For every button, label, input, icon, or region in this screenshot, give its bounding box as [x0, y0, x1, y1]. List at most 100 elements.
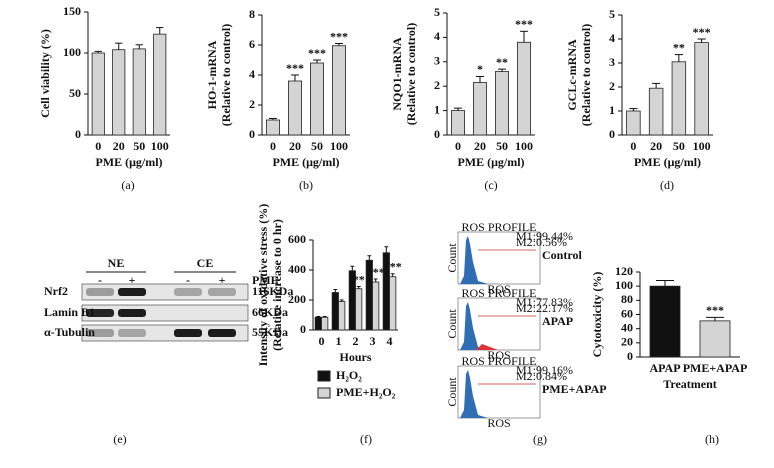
x-tick-label: 20	[289, 139, 301, 153]
flow-m2: M2:0.84%	[516, 369, 567, 383]
x-tick-label: 3	[370, 334, 376, 348]
y-axis-label: HO-1-mRNA	[205, 40, 219, 109]
legend-label: H₂O₂	[336, 368, 362, 382]
x-tick-label: 20	[650, 139, 662, 153]
significance: **	[353, 272, 365, 286]
blot-band	[208, 329, 236, 337]
y-axis-label: (Relative to control)	[404, 23, 418, 125]
blot-size: 116KDa	[252, 284, 293, 298]
x-tick-label: 100	[330, 139, 348, 153]
significance: *	[477, 62, 483, 76]
y-tick-label: 0	[249, 127, 255, 141]
bar	[671, 61, 687, 136]
significance: **	[496, 55, 508, 69]
y-tick-label: 80	[621, 292, 633, 306]
y-axis-label: NQO1-mRNA	[390, 37, 404, 111]
y-tick-label: 0	[75, 127, 81, 141]
flow-title: ROS PROFILE	[461, 286, 536, 300]
flow-label: APAP	[542, 314, 573, 328]
legend-swatch	[317, 370, 331, 382]
x-tick-label: 100	[693, 139, 711, 153]
blot-band	[118, 329, 146, 337]
lane-label: +	[129, 273, 136, 287]
x-tick-label: 1	[336, 334, 342, 348]
y-tick-label: 40	[621, 320, 633, 334]
bar	[331, 292, 339, 331]
significance: ***	[515, 17, 533, 31]
x-tick-label: 50	[673, 139, 685, 153]
x-tick-label: 100	[151, 139, 169, 153]
x-tick-label: 0	[630, 139, 636, 153]
bar	[472, 82, 487, 136]
significance: ***	[706, 303, 724, 317]
bar	[321, 316, 329, 331]
blot-row-label: Nrf2	[44, 284, 68, 298]
y-tick-label: 400	[288, 262, 306, 276]
flow-m1: M1:77.83%	[516, 295, 573, 309]
y-tick-label: 3	[434, 54, 440, 68]
y-axis-label: Cell viability (%)	[38, 29, 52, 118]
y-axis-label: GCLc-mRNA	[565, 39, 579, 111]
y-tick-label: 0	[627, 349, 633, 363]
legend-swatch	[317, 387, 331, 399]
flow-title: ROS PROFILE	[461, 354, 536, 368]
blot-group: NE	[108, 256, 125, 270]
panel-label: (f)	[360, 432, 372, 446]
flow-m2: M2:22.17%	[516, 301, 573, 315]
bar	[91, 52, 105, 136]
y-tick-label: 100	[615, 278, 633, 292]
x-axis-label: PME (μg/ml)	[457, 155, 524, 169]
y-tick-label: 1	[609, 103, 615, 117]
flow-y-label: Count	[445, 377, 459, 407]
y-tick-label: 1	[434, 102, 440, 116]
x-tick-label: 50	[133, 139, 145, 153]
bar	[626, 110, 641, 136]
bar	[153, 33, 167, 136]
lane-label: -	[186, 273, 190, 287]
bar	[265, 119, 280, 136]
blot-band	[174, 288, 202, 296]
y-tick-label: 2	[434, 78, 440, 92]
flow-histogram	[460, 370, 488, 418]
panel-label: (b)	[299, 178, 313, 192]
flow-m1: M1:99.16%	[516, 363, 573, 377]
bar	[338, 301, 346, 331]
y-axis-label: Intensity of oxidative stress (%)	[256, 204, 270, 366]
y-axis-label: (Relative to control)	[579, 24, 593, 126]
y-tick-label: 2	[249, 97, 255, 111]
bar	[517, 41, 532, 136]
y-tick-label: 200	[288, 292, 306, 306]
x-axis-label: PME (μg/ml)	[272, 155, 339, 169]
blot-strip	[81, 324, 249, 342]
y-tick-label: 600	[288, 232, 306, 246]
panel-label: (h)	[705, 432, 719, 446]
flow-x-label: ROS	[487, 348, 510, 362]
flow-y-label: Count	[445, 243, 459, 273]
significance: ***	[286, 61, 304, 75]
lane-label: -	[98, 273, 102, 287]
y-tick-label: 50	[69, 86, 81, 100]
x-tick-label: APAP	[649, 361, 680, 375]
bar	[287, 80, 302, 136]
bar	[331, 45, 346, 136]
x-axis-label: PME (μg/ml)	[95, 155, 162, 169]
y-tick-label: 0	[609, 127, 615, 141]
y-tick-label: 5	[434, 5, 440, 19]
x-tick-label: 100	[515, 139, 533, 153]
blot-row-label: α-Tubulin	[44, 325, 95, 339]
blot-band	[174, 329, 202, 337]
y-tick-label: 2	[609, 79, 615, 93]
y-tick-label: 0	[300, 322, 306, 336]
blot-band	[208, 288, 236, 296]
x-tick-label: 0	[319, 334, 325, 348]
x-tick-label: 50	[496, 139, 508, 153]
y-axis-label: (Relative increase to 0 hr)	[270, 219, 284, 351]
y-axis-label: Cytotoxicity (%)	[590, 272, 604, 358]
blot-row-label: Lamin B1	[44, 305, 95, 319]
blot-band	[118, 288, 146, 296]
panel-label: (c)	[484, 178, 497, 192]
significance: ***	[693, 25, 711, 39]
blot-band	[86, 309, 114, 317]
y-tick-label: 4	[249, 67, 255, 81]
y-tick-label: 100	[63, 45, 81, 59]
